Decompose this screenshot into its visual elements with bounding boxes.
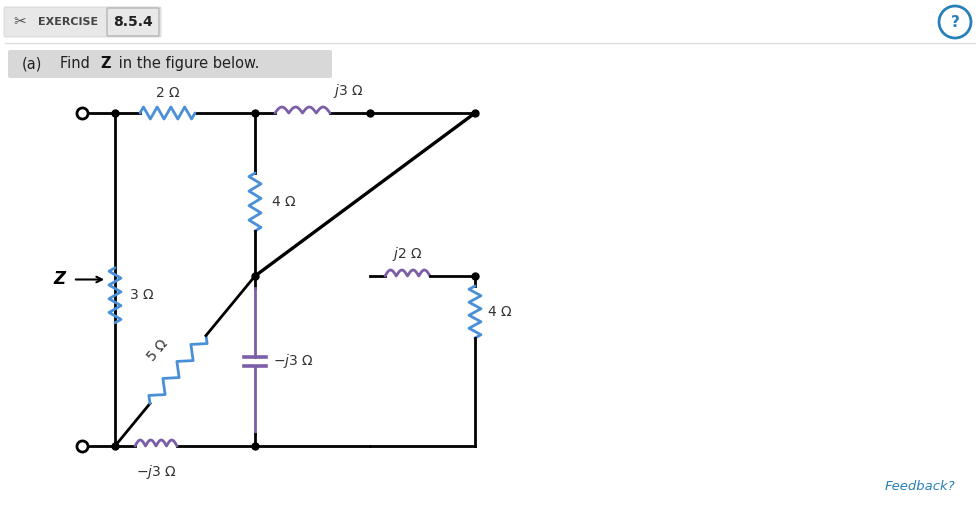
Text: Find: Find — [60, 56, 94, 71]
Text: 4 $\Omega$: 4 $\Omega$ — [271, 195, 296, 209]
Text: Feedback?: Feedback? — [884, 480, 955, 493]
Text: ✂: ✂ — [13, 15, 25, 29]
Text: $-j$3 $\Omega$: $-j$3 $\Omega$ — [273, 352, 314, 370]
Text: 5 $\Omega$: 5 $\Omega$ — [144, 336, 172, 365]
Text: $-j$3 $\Omega$: $-j$3 $\Omega$ — [135, 463, 176, 481]
Text: $j$2 $\Omega$: $j$2 $\Omega$ — [392, 245, 422, 263]
FancyBboxPatch shape — [107, 8, 159, 36]
Text: ?: ? — [951, 15, 959, 29]
Text: 4 $\Omega$: 4 $\Omega$ — [487, 305, 513, 319]
Text: 8.5.4: 8.5.4 — [113, 15, 153, 29]
Text: EXERCISE: EXERCISE — [38, 17, 98, 27]
Text: Z: Z — [53, 270, 65, 289]
Text: 3 $\Omega$: 3 $\Omega$ — [129, 289, 155, 302]
Text: 2 $\Omega$: 2 $\Omega$ — [155, 86, 180, 100]
Text: (a): (a) — [22, 56, 42, 71]
Text: $j$3 $\Omega$: $j$3 $\Omega$ — [332, 82, 364, 100]
FancyBboxPatch shape — [4, 7, 161, 37]
Text: in the figure below.: in the figure below. — [114, 56, 260, 71]
FancyBboxPatch shape — [8, 50, 332, 78]
Text: Z: Z — [100, 56, 111, 71]
